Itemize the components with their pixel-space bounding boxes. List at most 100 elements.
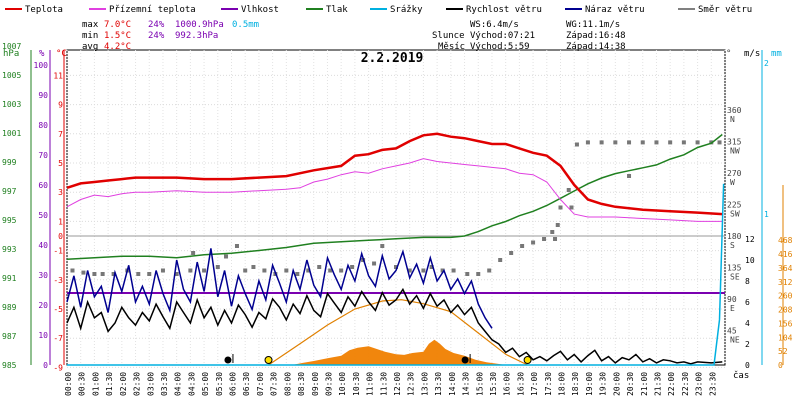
axis-tick-dir-label: S <box>730 241 735 250</box>
axis-tick-degc: -5 <box>53 305 63 314</box>
series-solar-measured <box>291 339 506 365</box>
axis-tick-pct: 90 <box>38 91 48 100</box>
x-tick-label: 15:30 <box>489 372 498 396</box>
wind-dir-point <box>613 140 618 145</box>
stats-moon-label: Měsíc <box>438 42 465 52</box>
wind-dir-point <box>681 140 686 145</box>
axis-tick-pct: 70 <box>38 151 48 160</box>
axis-tick-degc: 11 <box>53 71 63 80</box>
axis-tick-solar: 260 <box>778 292 793 301</box>
axis-tick-pct: 10 <box>38 331 48 340</box>
legend: Teplota Přízemní teplota Vlhkost Tlak Srážky… <box>5 5 752 15</box>
axis-unit-ms: m/s <box>744 49 760 59</box>
x-tick-label: 21:30 <box>653 372 662 396</box>
stats-sunrise: Východ:07:21 <box>470 31 535 41</box>
x-tick-label: 19:30 <box>599 372 608 396</box>
axis-tick-solar: 364 <box>778 264 793 273</box>
stats-humidity: 24% <box>148 20 165 30</box>
wind-dir-point <box>574 142 579 147</box>
wind-dir-point <box>558 205 563 210</box>
wind-dir-point <box>174 272 179 276</box>
x-tick-label: 19:00 <box>585 372 594 396</box>
legend-label: Teplota <box>25 5 63 15</box>
axis-unit-time: čas <box>733 370 749 381</box>
x-tick-label: 09:30 <box>324 372 333 396</box>
x-tick-label: 15:00 <box>475 372 484 396</box>
wind-dir-point <box>262 268 267 273</box>
wind-dir-point <box>224 254 229 259</box>
x-tick-label: 08:30 <box>297 372 306 396</box>
axis-tick-degc: -3 <box>53 276 63 285</box>
axis-tick-solar: 0 <box>778 361 783 370</box>
x-tick-label: 10:30 <box>352 372 361 396</box>
stats-moonrise: Východ:5:59 <box>470 42 530 52</box>
axis-tick-dir-label: NW <box>730 147 740 156</box>
axis-tick-ms: 6 <box>745 298 750 307</box>
axis-tick-pct: 30 <box>38 271 48 280</box>
series-ground-temp <box>66 158 723 222</box>
axis-unit-degc: °C <box>56 49 67 59</box>
axis-tick-degc: 0 <box>58 232 63 241</box>
series-temperature <box>66 132 723 216</box>
x-tick-label: 07:30 <box>270 372 279 396</box>
axis-tick-dir: 45 <box>727 327 737 336</box>
x-tick-label: 00:00 <box>64 372 73 396</box>
axis-tick-solar: 52 <box>778 347 788 356</box>
axis-tick-ms: 8 <box>745 277 750 286</box>
stats-moonset: Západ:14:38 <box>566 42 626 52</box>
x-tick-label: 17:00 <box>530 372 539 396</box>
x-tick-label: 07:00 <box>256 372 265 396</box>
wind-dir-point <box>668 140 673 145</box>
x-tick-label: 06:30 <box>242 372 251 396</box>
x-tick-label: 01:00 <box>91 372 100 396</box>
wind-dir-point <box>328 268 333 273</box>
stats-rain: 0.5mm <box>232 20 259 30</box>
moon-marker <box>461 356 469 364</box>
axis-tick-hpa: 991 <box>2 274 17 283</box>
axis-tick-hpa: 1003 <box>2 100 21 109</box>
axis-tick-degc: 7 <box>58 130 63 139</box>
axis-tick-degc: 9 <box>58 101 63 110</box>
x-tick-label: 06:00 <box>229 372 238 396</box>
axis-tick-degc: 5 <box>58 159 63 168</box>
axis-tick-solar: 416 <box>778 250 793 259</box>
axis-unit-hpa: hPa <box>3 49 19 59</box>
wind-dir-point <box>555 223 560 227</box>
axis-tick-ms: 4 <box>745 319 750 328</box>
wind-dir-point <box>339 268 344 273</box>
wind-dir-point <box>627 174 632 178</box>
legend-label: Srážky <box>390 5 423 15</box>
wind-dir-point <box>372 261 377 266</box>
x-tick-label: 12:00 <box>393 372 402 396</box>
axis-tick-pct: 80 <box>38 121 48 130</box>
legend-label: Náraz větru <box>585 5 645 15</box>
stats-pressure: 1000.9hPa <box>175 20 224 30</box>
wind-dir-point <box>520 244 525 248</box>
axis-tick-degc: 1 <box>58 217 63 226</box>
axis-tick-dir: 270 <box>727 169 742 178</box>
wind-dir-point <box>553 237 558 241</box>
wind-dir-point <box>136 272 141 276</box>
wind-dir-point <box>421 268 426 273</box>
stats-row-label: max <box>82 20 99 30</box>
axis-tick-pct: 40 <box>38 241 48 250</box>
axis-tick-dir: 180 <box>727 232 742 241</box>
axis-tick-dir: 360 <box>727 106 742 115</box>
legend-label: Směr větru <box>698 5 752 15</box>
axis-tick-solar: 208 <box>778 306 793 315</box>
axis-tick-pct: 20 <box>38 301 48 310</box>
series-rain <box>67 183 725 366</box>
series-pressure <box>66 133 723 260</box>
wind-dir-point <box>317 265 322 269</box>
x-tick-label: 16:30 <box>516 372 525 396</box>
wind-dir-point <box>407 268 412 273</box>
x-tick-label: 14:30 <box>462 372 471 396</box>
wind-dir-point <box>566 188 571 192</box>
wind-dir-point <box>569 205 574 210</box>
wind-dir-point <box>284 268 289 273</box>
axis-tick-dir-label: SW <box>730 210 740 219</box>
wind-dir-point <box>476 272 481 276</box>
axis-tick-ms: 10 <box>745 256 755 265</box>
wind-dir-point <box>531 240 536 245</box>
axis-tick-degc: -1 <box>53 247 63 256</box>
